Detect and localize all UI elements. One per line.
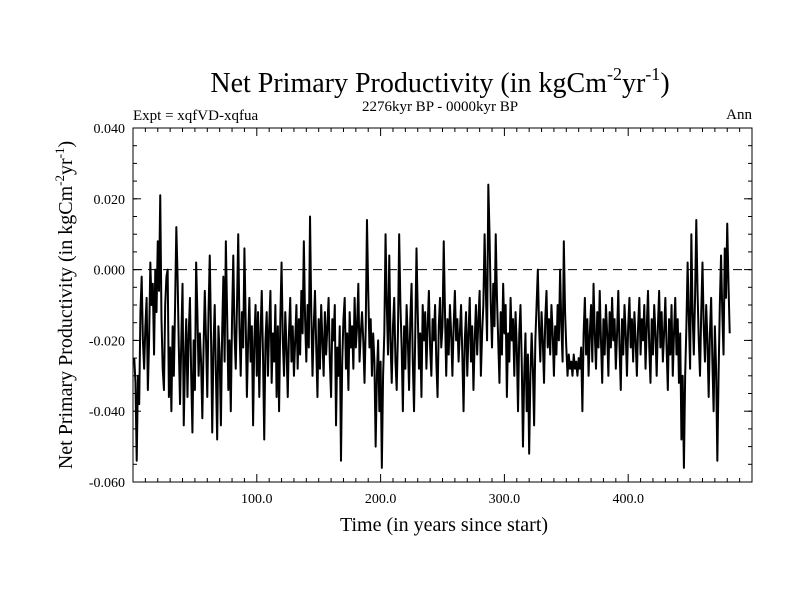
x-tick-label: 300.0 bbox=[489, 492, 521, 507]
y-tick-label: 0.020 bbox=[94, 193, 126, 208]
y-tick-label: -0.020 bbox=[89, 334, 125, 349]
series-line-npp bbox=[133, 183, 731, 469]
y-tick-label: -0.040 bbox=[89, 405, 125, 420]
y-tick-label: 0.000 bbox=[94, 264, 126, 279]
x-axis: 100.0 200.0 300.0 400.0 bbox=[144, 128, 741, 507]
period-label: 2276kyr BP - 0000kyr BP bbox=[362, 99, 518, 115]
experiment-label: Expt = xqfVD-xqfua bbox=[133, 108, 258, 124]
chart-title: Net Primary Productivity (in kgCm-2yr-1) bbox=[210, 64, 669, 99]
y-axis-title: Net Primary Productivity (in kgCm-2yr-1) bbox=[52, 141, 77, 469]
y-tick-label: 0.040 bbox=[94, 122, 126, 137]
x-axis-title: Time (in years since start) bbox=[340, 514, 548, 536]
x-tick-label: 100.0 bbox=[241, 492, 273, 507]
x-tick-label: 400.0 bbox=[612, 492, 644, 507]
y-tick-label: -0.060 bbox=[89, 476, 125, 491]
y-axis: -0.060 -0.040 -0.020 0.000 0.020 0.040 bbox=[89, 122, 752, 491]
x-tick-label: 200.0 bbox=[365, 492, 397, 507]
season-label: Ann bbox=[726, 107, 752, 123]
